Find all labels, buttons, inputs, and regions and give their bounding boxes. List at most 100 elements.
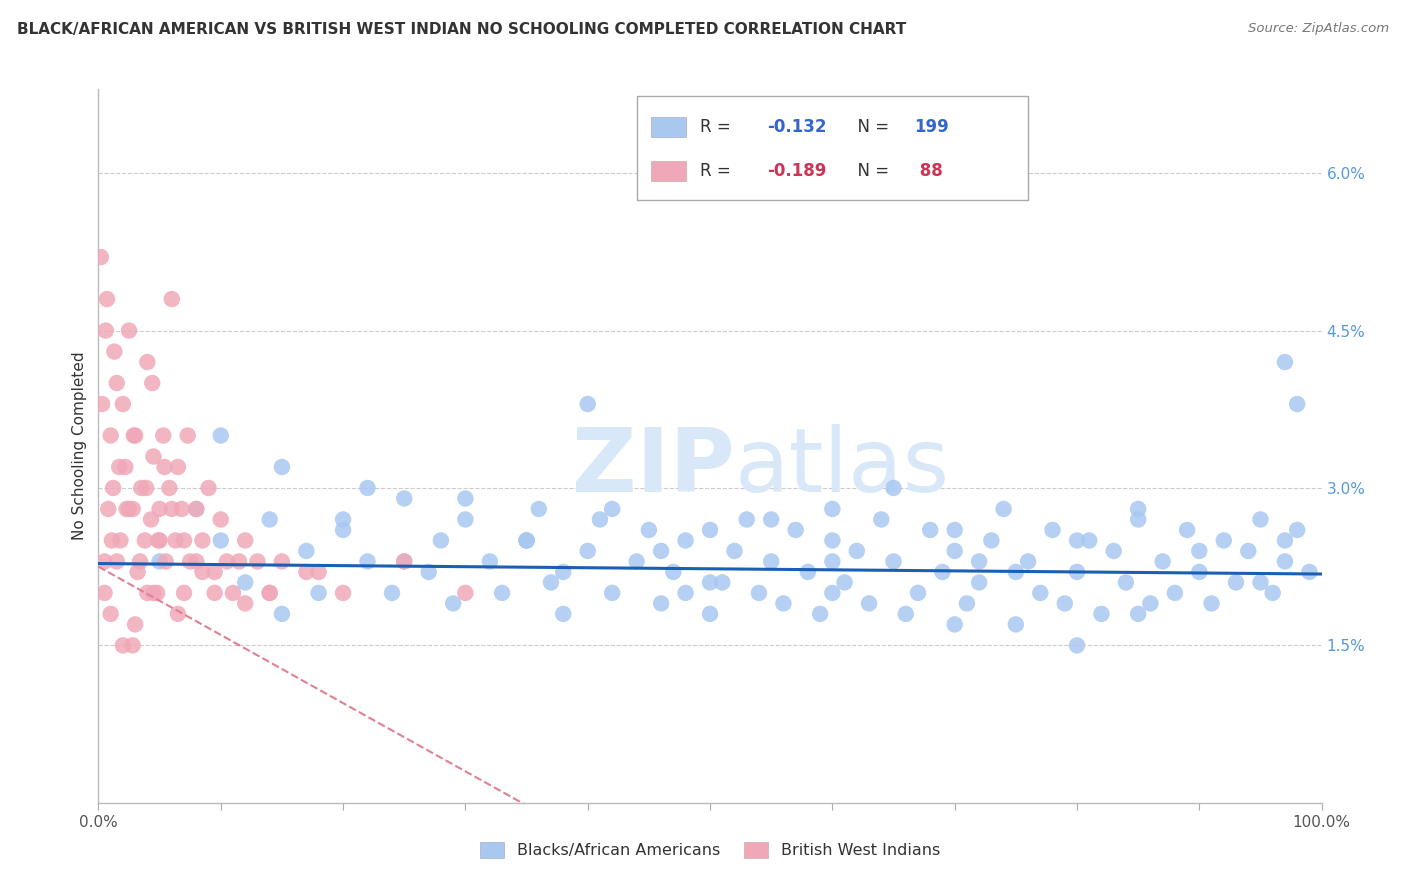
Point: [1274, 355, 1296, 369]
Point: [527, 502, 550, 516]
Point: [93, 554, 115, 568]
Point: [553, 565, 575, 579]
Point: [735, 512, 758, 526]
Point: [270, 554, 294, 568]
Point: [699, 575, 721, 590]
Point: [454, 491, 477, 506]
Point: [1274, 533, 1296, 548]
Point: [808, 607, 831, 621]
Point: [1042, 523, 1064, 537]
Point: [1128, 607, 1150, 621]
Point: [1090, 607, 1112, 621]
Point: [101, 533, 124, 548]
Point: [94, 324, 117, 338]
Text: Source: ZipAtlas.com: Source: ZipAtlas.com: [1249, 22, 1389, 36]
Point: [1152, 554, 1174, 568]
Point: [204, 586, 226, 600]
Point: [356, 554, 378, 568]
Point: [332, 586, 354, 600]
Point: [209, 512, 232, 526]
Point: [1066, 565, 1088, 579]
Point: [108, 460, 131, 475]
Point: [1053, 596, 1076, 610]
Point: [1066, 639, 1088, 653]
Point: [834, 575, 856, 590]
Point: [308, 586, 330, 600]
Point: [114, 460, 136, 475]
Point: [332, 523, 354, 537]
Point: [100, 428, 122, 442]
Point: [295, 565, 318, 579]
Point: [356, 481, 378, 495]
Point: [662, 565, 685, 579]
Point: [454, 586, 477, 600]
Point: [1004, 617, 1026, 632]
Point: [1237, 544, 1260, 558]
Point: [711, 575, 734, 590]
Point: [761, 554, 783, 568]
Point: [160, 502, 183, 516]
Point: [589, 512, 612, 526]
Point: [418, 565, 440, 579]
Point: [97, 502, 120, 516]
Point: [233, 533, 256, 548]
Text: 199: 199: [914, 119, 949, 136]
Point: [270, 607, 294, 621]
Point: [177, 428, 200, 442]
Point: [149, 502, 172, 516]
Text: BLACK/AFRICAN AMERICAN VS BRITISH WEST INDIAN NO SCHOOLING COMPLETED CORRELATION: BLACK/AFRICAN AMERICAN VS BRITISH WEST I…: [17, 22, 905, 37]
Point: [124, 617, 146, 632]
Point: [576, 544, 599, 558]
Point: [233, 575, 256, 590]
Point: [478, 554, 501, 568]
Point: [576, 397, 599, 411]
Point: [90, 250, 112, 264]
Point: [920, 523, 942, 537]
Point: [600, 502, 623, 516]
Point: [1115, 575, 1137, 590]
Point: [96, 292, 118, 306]
Point: [152, 428, 174, 442]
Text: 88: 88: [914, 161, 943, 180]
Text: -0.132: -0.132: [768, 119, 827, 136]
Point: [209, 428, 232, 442]
Point: [772, 596, 794, 610]
Point: [943, 544, 966, 558]
Legend: Blacks/African Americans, British West Indians: Blacks/African Americans, British West I…: [472, 834, 948, 866]
Point: [430, 533, 453, 548]
Point: [155, 554, 177, 568]
Point: [675, 533, 697, 548]
Point: [191, 565, 214, 579]
Point: [748, 586, 770, 600]
Point: [845, 544, 868, 558]
Point: [197, 481, 219, 495]
Point: [1164, 586, 1187, 600]
Point: [122, 428, 145, 442]
Point: [332, 512, 354, 526]
Point: [259, 586, 281, 600]
Point: [186, 554, 208, 568]
Point: [173, 586, 195, 600]
Point: [100, 607, 122, 621]
Point: [1102, 544, 1125, 558]
Point: [894, 607, 917, 621]
Point: [1004, 565, 1026, 579]
Point: [146, 586, 169, 600]
FancyBboxPatch shape: [637, 96, 1028, 200]
Point: [167, 460, 190, 475]
Point: [1175, 523, 1198, 537]
Point: [1128, 512, 1150, 526]
Point: [821, 502, 844, 516]
Point: [127, 565, 149, 579]
Point: [141, 376, 163, 390]
Point: [821, 586, 844, 600]
Point: [259, 512, 281, 526]
Point: [870, 512, 893, 526]
Point: [118, 502, 141, 516]
Point: [1017, 554, 1039, 568]
Point: [167, 607, 190, 621]
Point: [111, 397, 134, 411]
Point: [956, 596, 979, 610]
Point: [1286, 397, 1309, 411]
Point: [1286, 523, 1309, 537]
